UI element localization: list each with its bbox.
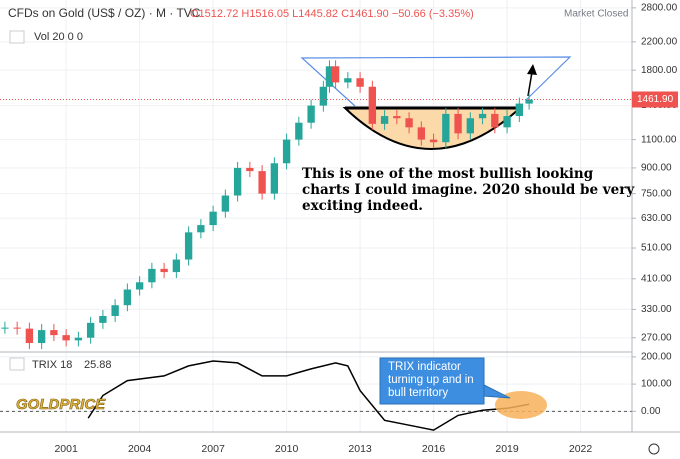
candle	[417, 127, 426, 140]
candle	[270, 163, 279, 194]
ohlc: O1512.72 H1516.05 L1445.82 C1461.90 −50.…	[190, 8, 474, 20]
candle	[405, 118, 413, 128]
candle	[148, 268, 156, 283]
candle	[515, 103, 523, 117]
last-price-label: 1461.90	[637, 94, 674, 105]
y-tick-label: 200.00	[641, 352, 672, 363]
candle	[50, 330, 58, 336]
y-tick-label: 410.00	[641, 273, 672, 284]
grid	[0, 0, 632, 432]
y-tick-label: 2800.00	[641, 2, 678, 13]
arrow	[527, 71, 533, 97]
candle	[25, 328, 34, 344]
candle	[282, 139, 291, 164]
y-tick-label: 630.00	[641, 213, 672, 224]
y-tick-label: 100.00	[641, 379, 672, 390]
candle	[295, 122, 303, 140]
market-status: Market Closed	[564, 9, 628, 20]
y-tick-label: 330.00	[641, 304, 672, 315]
candle	[111, 305, 119, 316]
candle	[525, 99, 533, 104]
logo: GOLDPRICE	[16, 396, 106, 413]
candle	[466, 118, 474, 134]
y-tick-label: 270.00	[641, 332, 672, 343]
x-tick-label: 2019	[495, 443, 519, 455]
candle	[380, 116, 389, 124]
indicator-title: TRIX 18	[32, 359, 72, 371]
trix-line	[87, 360, 530, 431]
candle	[442, 113, 450, 143]
chart-title: CFDs on Gold (US$ / OZ) · M · TVC	[8, 6, 201, 20]
y-tick-label: 750.00	[641, 188, 672, 199]
candle	[429, 139, 438, 143]
candle	[478, 113, 487, 119]
volume-label: Vol 20 0 0	[34, 31, 83, 43]
candle	[454, 113, 462, 134]
candle	[172, 259, 181, 273]
candle	[319, 86, 328, 106]
candle	[209, 211, 217, 226]
candle	[37, 330, 46, 344]
callout	[379, 357, 511, 405]
y-tick-label: 1100.00	[641, 134, 677, 145]
x-tick-label: 2010	[275, 443, 299, 455]
candle	[221, 195, 230, 212]
x-tick-label: 2001	[54, 443, 78, 455]
x-tick-label: 2007	[201, 443, 225, 455]
arrowhead	[527, 64, 537, 75]
collapse-button[interactable]	[9, 357, 25, 371]
y-tick-label: 900.00	[641, 163, 672, 174]
candle	[123, 289, 132, 306]
candle	[197, 225, 205, 233]
indicator-value: 25.88	[84, 359, 112, 371]
candle	[307, 105, 315, 123]
candle	[86, 322, 95, 338]
candle	[62, 335, 70, 341]
collapse-button[interactable]	[9, 30, 25, 44]
x-tick-label: 2004	[128, 443, 152, 455]
y-tick-label: 510.00	[641, 243, 672, 254]
candle	[368, 86, 377, 124]
candle	[99, 315, 107, 323]
annotation: This is one of the most bullish looking c…	[302, 166, 635, 214]
candle	[246, 167, 254, 172]
candle	[233, 167, 242, 196]
candle	[503, 116, 511, 128]
x-tick-label: 2022	[569, 443, 593, 455]
candle	[258, 171, 266, 194]
x-tick-label: 2013	[348, 443, 372, 455]
candle	[135, 282, 144, 290]
candle	[344, 78, 352, 83]
y-tick-label: 0.00	[641, 406, 661, 417]
y-tick-label: 2200.00	[641, 36, 678, 47]
settings-icon[interactable]	[648, 443, 660, 455]
callout-text: TRIX indicator turning up and in bull terr…	[388, 361, 474, 399]
marks	[0, 60, 632, 431]
candle	[13, 327, 21, 329]
candle	[184, 232, 193, 260]
candle	[1, 327, 9, 329]
candle	[356, 78, 364, 87]
candle	[491, 113, 499, 128]
candle	[160, 268, 168, 273]
candle	[325, 66, 334, 87]
candle	[74, 337, 83, 341]
y-tick-label: 1800.00	[641, 65, 678, 76]
last-price-box	[632, 91, 678, 108]
x-tick-label: 2016	[422, 443, 446, 455]
candle	[331, 66, 340, 83]
candle	[393, 116, 401, 119]
